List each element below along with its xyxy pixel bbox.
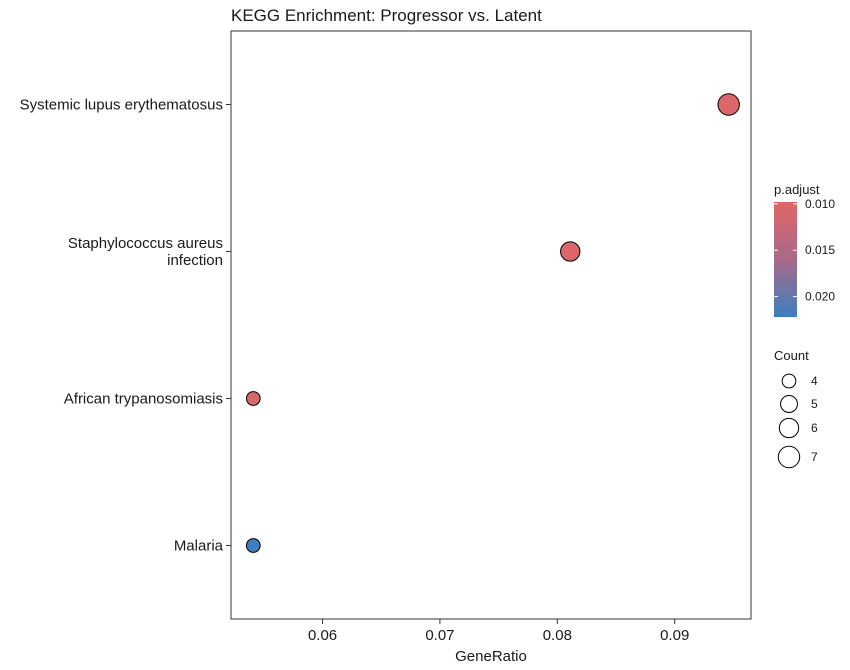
size-legend-circle-6 — [778, 417, 800, 439]
size-legend-circle-5 — [780, 395, 798, 413]
y-tick-label-staphylococcus-aureus-infection-line-1: Staphylococcus aureus — [68, 235, 223, 252]
size-legend-label-4: 4 — [811, 374, 818, 388]
size-legend-circle-7 — [777, 445, 801, 469]
color-legend: p.adjust 0.010 0.015 0.020 — [774, 182, 835, 317]
color-legend-title: p.adjust — [774, 182, 820, 197]
point-african-trypanosomiasis — [245, 391, 261, 406]
color-tick-label-0-015: 0.015 — [805, 243, 835, 257]
point-staphylococcus-aureus-infection — [560, 241, 581, 262]
size-legend-label-5: 5 — [811, 397, 818, 411]
point-malaria — [245, 538, 261, 553]
x-tick-label-0-09: 0.09 — [660, 627, 689, 644]
color-legend-bar — [774, 202, 797, 317]
y-tick-label-systemic-lupus-erythematosus: Systemic lupus erythematosus — [20, 97, 223, 114]
plot-panel — [230, 30, 752, 620]
y-tick-label-staphylococcus-aureus-infection-line-2: infection — [167, 252, 223, 269]
color-tick-label-0-010: 0.010 — [805, 197, 835, 211]
size-legend: Count 4 5 6 7 — [774, 348, 818, 469]
size-legend-circle-4 — [781, 373, 797, 389]
x-axis-label: GeneRatio — [455, 648, 527, 665]
size-legend-label-6: 6 — [811, 421, 818, 435]
chart-title: KEGG Enrichment: Progressor vs. Latent — [231, 6, 542, 25]
point-systemic-lupus-erythematosus — [717, 93, 740, 116]
size-legend-entries: 4 5 6 7 — [777, 373, 818, 469]
color-legend-ticks: 0.010 0.015 0.020 — [774, 197, 835, 304]
x-axis: 0.06 0.07 0.08 0.09 — [308, 619, 689, 644]
x-tick-label-0-08: 0.08 — [543, 627, 572, 644]
color-tick-label-0-020: 0.020 — [805, 290, 835, 304]
x-tick-label-0-06: 0.06 — [308, 627, 337, 644]
x-tick-label-0-07: 0.07 — [425, 627, 454, 644]
y-axis: Systemic lupus erythematosus Staphylococc… — [20, 97, 231, 555]
size-legend-label-7: 7 — [811, 450, 818, 464]
y-tick-label-african-trypanosomiasis: African trypanosomiasis — [64, 391, 223, 408]
y-tick-label-malaria: Malaria — [174, 538, 224, 555]
data-points — [245, 93, 740, 553]
size-legend-title: Count — [774, 348, 809, 363]
